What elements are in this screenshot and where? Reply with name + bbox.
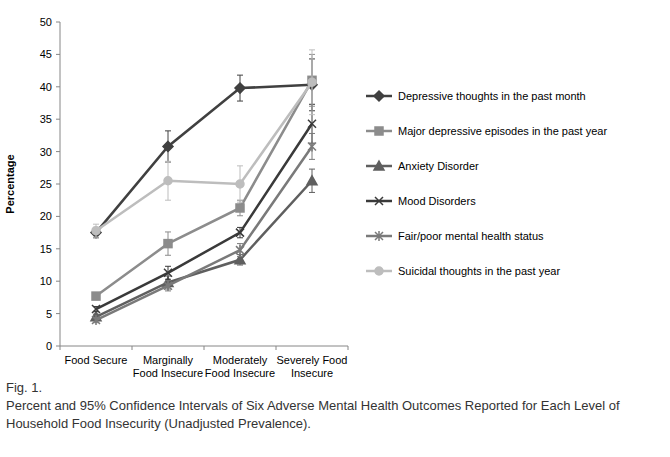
- y-tick: [56, 151, 60, 152]
- y-tick-label: 20: [40, 210, 52, 222]
- error-bar: [309, 133, 315, 159]
- error-bar: [237, 227, 243, 237]
- point: [164, 269, 172, 277]
- x-tick-label: Food Secure: [65, 354, 128, 366]
- y-tick: [56, 248, 60, 249]
- error-bar: [237, 166, 243, 202]
- series-line: [96, 124, 312, 309]
- series-line: [96, 80, 312, 296]
- x-tick-label: ModeratelyFood Insecure: [205, 354, 275, 379]
- point: [236, 180, 244, 188]
- error-bar: [165, 281, 171, 291]
- series-line: [96, 181, 312, 317]
- legend-label: Major depressive episodes in the past ye…: [398, 125, 607, 137]
- y-tick-label: 45: [40, 48, 52, 60]
- series-line: [96, 82, 312, 230]
- error-bar: [165, 161, 171, 200]
- point: [92, 292, 100, 300]
- point: [164, 281, 172, 291]
- y-tick: [56, 313, 60, 314]
- error-bar: [165, 232, 171, 255]
- legend-marker: [375, 231, 383, 241]
- legend-marker: [375, 127, 383, 135]
- y-tick-label: 40: [40, 81, 52, 93]
- error-bar: [165, 266, 171, 279]
- point: [308, 120, 316, 128]
- point: [236, 245, 244, 255]
- point: [163, 141, 173, 151]
- y-tick-label: 50: [40, 16, 52, 28]
- legend-marker: [375, 197, 383, 205]
- legend-label: Depressive thoughts in the past month: [398, 90, 586, 102]
- y-tick: [56, 281, 60, 282]
- y-tick-label: 0: [46, 340, 52, 352]
- point: [308, 141, 316, 151]
- chart: 0 5 10 15 20 25 30 35 40 45 50 Percentage Food Secur…: [0, 0, 670, 457]
- y-tick-label: 15: [40, 243, 52, 255]
- legend-label: Suicidal thoughts in the past year: [398, 265, 560, 277]
- error-bar: [93, 224, 99, 237]
- x-tick: [132, 346, 133, 350]
- x-tick: [60, 346, 61, 350]
- x-tick-label: MarginallyFood Insecure: [133, 354, 203, 379]
- point: [164, 240, 172, 248]
- figure-label: Fig. 1.: [6, 380, 42, 395]
- error-bar: [309, 50, 315, 115]
- plot-area: [91, 50, 317, 325]
- x-tick: [348, 346, 349, 350]
- y-tick-label: 30: [40, 146, 52, 158]
- legend-label: Mood Disorders: [398, 195, 476, 207]
- caption: Percent and 95% Confidence Intervals of …: [6, 398, 620, 431]
- y-tick-label: 35: [40, 113, 52, 125]
- y-tick-label: 25: [40, 178, 52, 190]
- point: [308, 78, 316, 86]
- legend-label: Anxiety Disorder: [398, 160, 479, 172]
- legend-marker: [374, 91, 384, 101]
- legend-label: Fair/poor mental health status: [398, 230, 544, 242]
- y-tick: [56, 22, 60, 23]
- legend-marker: [374, 161, 384, 170]
- series-line: [96, 85, 312, 233]
- point: [92, 227, 100, 235]
- x-tick: [276, 346, 277, 350]
- point: [92, 315, 100, 325]
- error-bar: [93, 293, 99, 299]
- legend-marker: [375, 267, 383, 275]
- y-tick: [56, 86, 60, 87]
- point: [236, 204, 244, 212]
- x-tick: [204, 346, 205, 350]
- y-tick: [56, 119, 60, 120]
- y-tick-label: 5: [46, 308, 52, 320]
- y-tick-label: 10: [40, 275, 52, 287]
- y-tick: [56, 54, 60, 55]
- point: [164, 177, 172, 185]
- series-line: [96, 146, 312, 320]
- y-axis-label: Percentage: [4, 154, 16, 213]
- point: [92, 305, 100, 313]
- y-tick: [56, 216, 60, 217]
- point: [235, 83, 245, 93]
- y-tick: [56, 346, 60, 347]
- point: [307, 176, 317, 185]
- point: [236, 229, 244, 237]
- x-tick-label: Severely FoodInsecure: [277, 354, 348, 379]
- error-bar: [237, 244, 243, 257]
- y-tick: [56, 184, 60, 185]
